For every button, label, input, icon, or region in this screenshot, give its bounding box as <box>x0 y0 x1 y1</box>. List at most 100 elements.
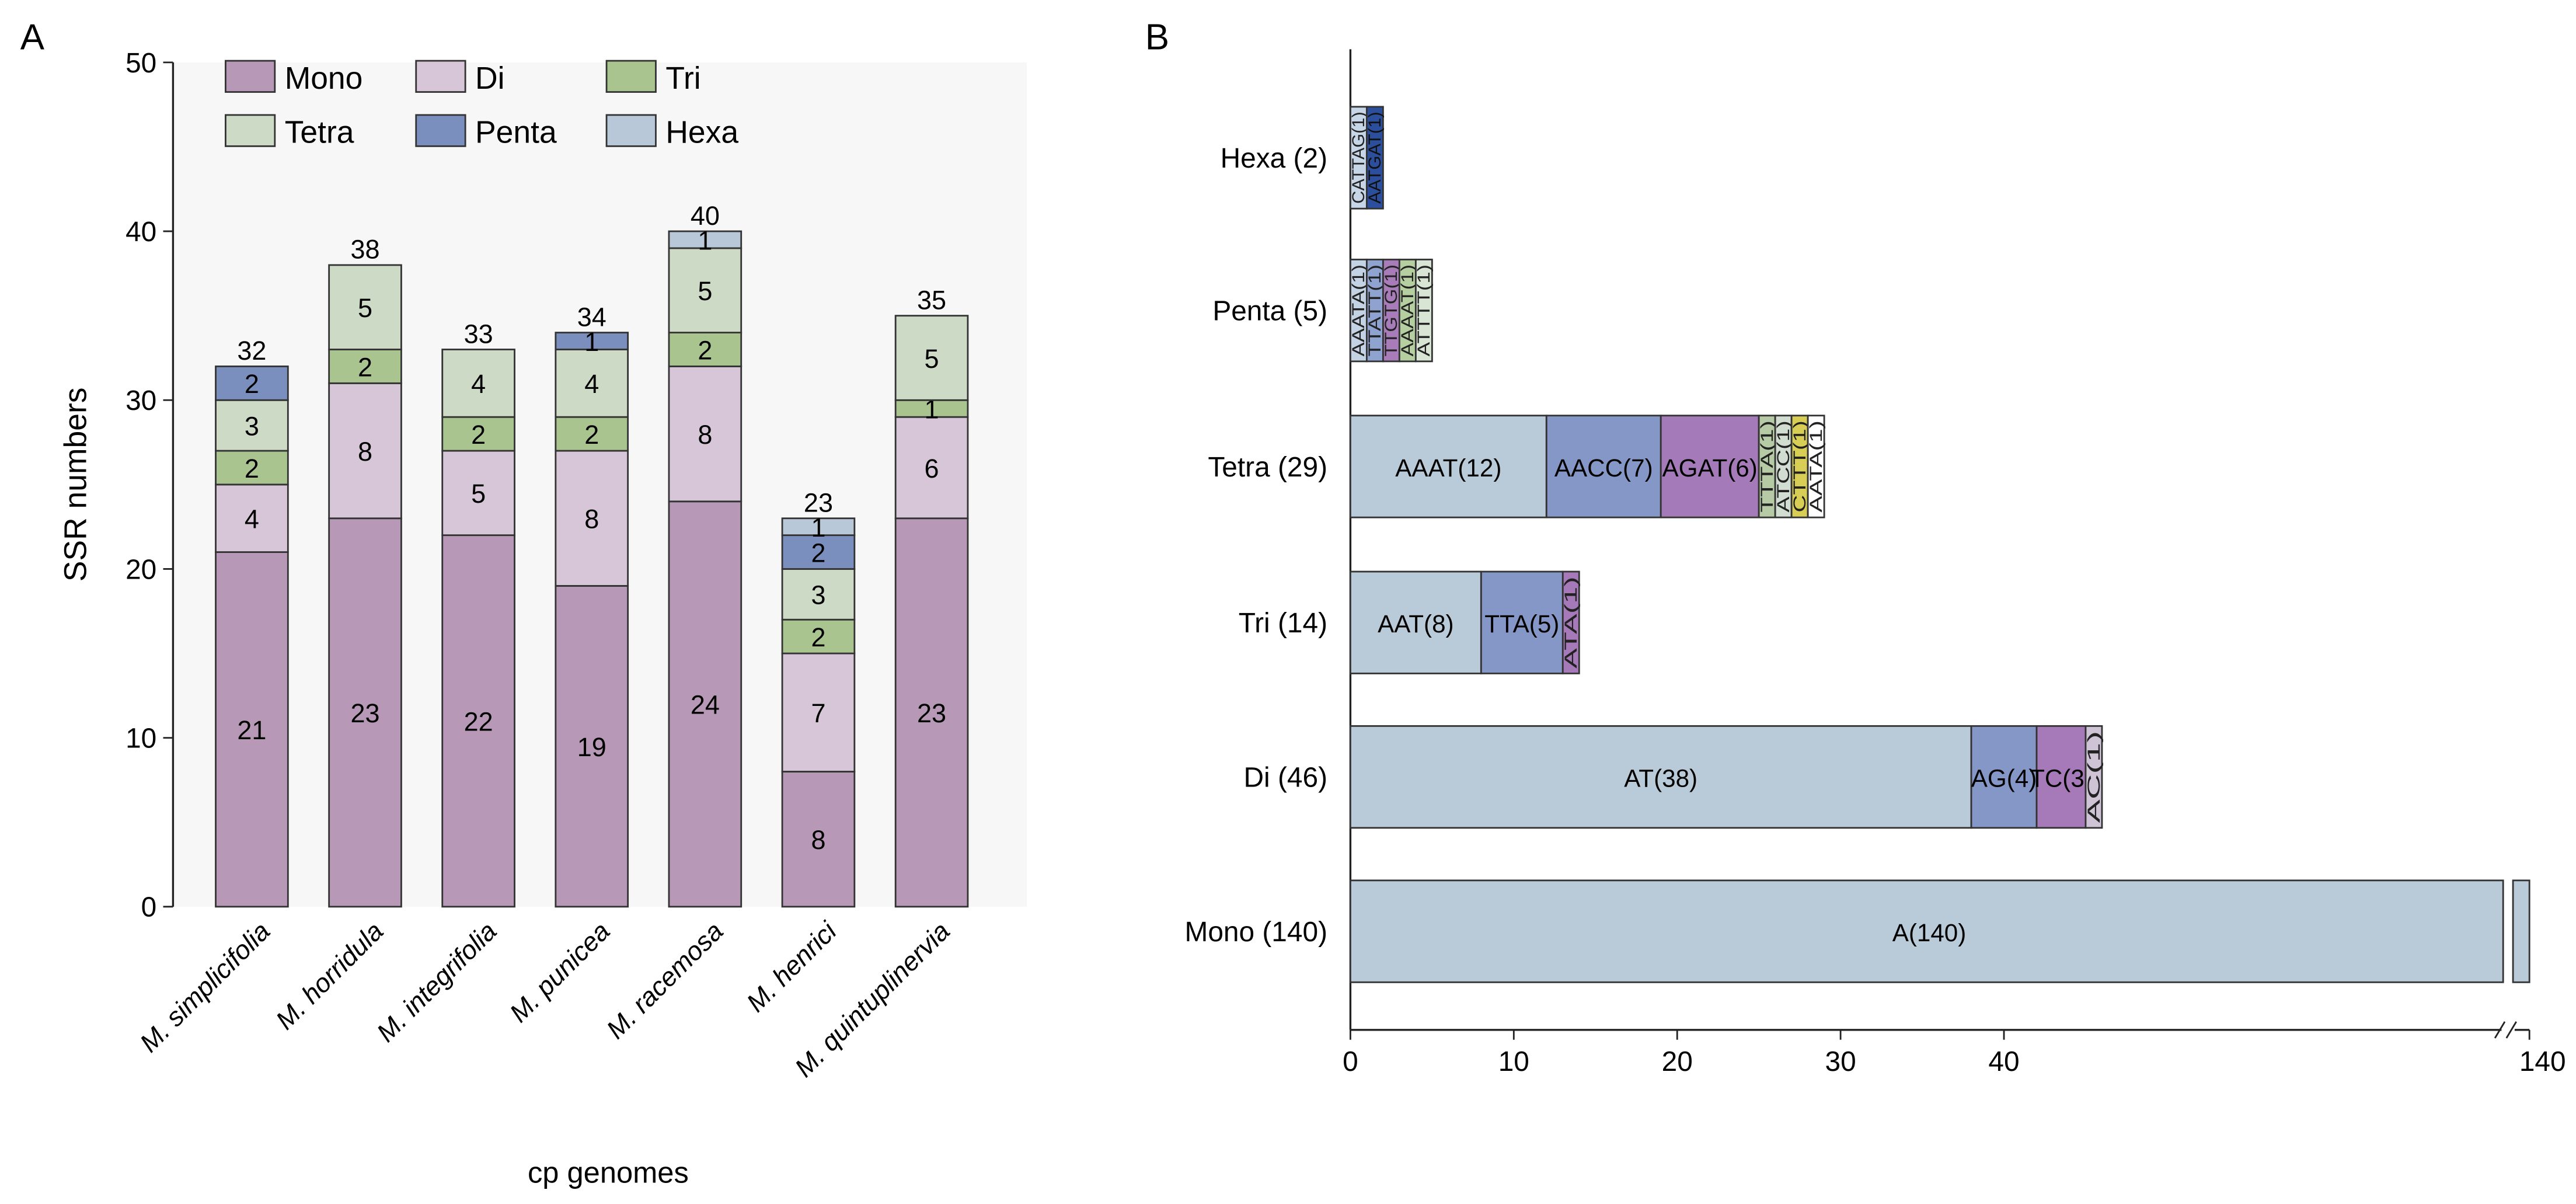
bar-value-label: 7 <box>811 698 825 728</box>
segment-label: TTATT(1) <box>1365 265 1385 357</box>
bar-segment <box>1758 415 1776 519</box>
bar-segment <box>1349 725 1972 829</box>
segment-label: ATTTT(1) <box>1414 265 1434 357</box>
x-axis-title: cp genomes <box>528 1156 689 1189</box>
bar-segment-tri <box>555 416 629 452</box>
panel-label-a: A <box>20 17 45 57</box>
bar-segment-hexa <box>668 230 743 249</box>
bar-segment <box>1545 415 1662 519</box>
bar-segment-tri <box>215 450 289 486</box>
row-label: Tetra (29) <box>1208 452 1327 483</box>
legend-swatch-di <box>415 60 466 93</box>
bar-segment-tetra <box>668 247 743 334</box>
segment-label: ATA(1) <box>1561 576 1581 669</box>
segment-label: AAT(8) <box>1378 610 1453 638</box>
bar-segment <box>1790 415 1809 519</box>
bar-total-label: 40 <box>691 201 720 231</box>
segment-label: AGAT(6) <box>1662 454 1758 482</box>
x-tick-label: 40 <box>1988 1046 2019 1077</box>
legend-label: Di <box>475 61 504 96</box>
y-tick-label: 40 <box>126 217 156 248</box>
bar-segment <box>1660 415 1760 519</box>
bar-value-label: 19 <box>577 732 606 762</box>
bar-value-label: 2 <box>698 335 712 365</box>
x-tick-label: M. henrici <box>741 915 843 1017</box>
legend-swatch-mono <box>225 60 276 93</box>
bar-segment <box>1365 106 1384 210</box>
bar-segment-di <box>668 366 743 503</box>
bar-value-label: 3 <box>245 412 259 441</box>
bar-value-label: 2 <box>358 352 372 382</box>
bar-value-label: 4 <box>471 369 486 399</box>
bar-segment <box>1349 415 1547 519</box>
chart-b: 0 10 20 30 40 140 Hexa (2) CATTAG(1)AATGAT(1) Pe… <box>1184 49 2566 1077</box>
row-label: Hexa (2) <box>1221 143 1327 174</box>
bar-segment-mono <box>441 534 515 908</box>
segment-label: AATGAT(1) <box>1365 112 1385 204</box>
bar-segment-tetra <box>215 399 289 452</box>
segment-label: TC(3) <box>2030 764 2093 792</box>
row-label: Di (46) <box>1244 762 1327 793</box>
bar-segment-di <box>894 416 969 520</box>
bar-total-label: 32 <box>237 336 266 366</box>
segment-label: AAAAT(1) <box>1398 265 1417 357</box>
bar-value-label: 8 <box>811 825 825 855</box>
bar-segment-di <box>781 652 856 772</box>
y-tick-label: 0 <box>141 892 157 923</box>
segment-label: AG(4) <box>1971 764 2037 792</box>
panel-label-b: B <box>1145 17 1169 57</box>
y-tick-label: 20 <box>126 554 156 585</box>
x-tick-label: 30 <box>1825 1046 1856 1077</box>
segment-label: TTTA(1) <box>1758 420 1777 513</box>
bar-value-label: 2 <box>245 454 259 483</box>
segment-label: A(140) <box>1892 919 1967 947</box>
bar-value-label: 1 <box>811 513 825 542</box>
bar-segment-penta <box>781 534 856 570</box>
bar-segment-penta <box>215 366 289 401</box>
bar-segment-tetra <box>441 349 515 418</box>
axis-break-mark <box>2494 1021 2517 1039</box>
bar-segment <box>1398 259 1417 363</box>
legend-label: Hexa <box>665 116 738 150</box>
segment-label: AT(38) <box>1624 764 1697 792</box>
bar-segment <box>1349 570 1482 674</box>
bar-value-label: 2 <box>245 369 259 399</box>
bar-segment <box>1414 259 1433 363</box>
legend-label: Penta <box>475 116 557 150</box>
bar-segment-di <box>441 450 515 537</box>
x-tick-label: M. integrifolia <box>371 916 502 1048</box>
bar-segment-mono <box>328 517 402 908</box>
legend-swatch-hexa <box>605 114 657 147</box>
bar-segment <box>1382 259 1400 363</box>
bar-value-label: 4 <box>584 369 599 399</box>
x-tick-label: M. racemosa <box>601 916 729 1045</box>
bar-segment-mono <box>894 517 969 908</box>
bar-segment <box>1480 570 1564 674</box>
bar-total-label: 34 <box>577 302 606 332</box>
segment-label: AC(1) <box>2084 731 2104 823</box>
x-tick-label: 20 <box>1662 1046 1693 1077</box>
bar-total-label: 33 <box>464 319 493 349</box>
segment-label: TTA(5) <box>1484 610 1559 638</box>
bar-value-label: 8 <box>584 504 599 534</box>
x-tick-label: M. punicea <box>504 916 616 1028</box>
bar-value-label: 21 <box>237 715 266 745</box>
bar-value-label: 23 <box>917 698 946 728</box>
bar-total-label: 35 <box>917 285 946 315</box>
x-tick-label: M. horridula <box>270 916 389 1035</box>
bar-value-label: 8 <box>698 420 712 450</box>
bar-value-label: 5 <box>698 276 712 306</box>
legend-swatch-penta <box>415 114 466 147</box>
y-tick-label: 30 <box>126 385 156 416</box>
y-tick-label: 50 <box>126 48 156 79</box>
bar-segment-hexa <box>781 517 856 537</box>
bar-value-label: 4 <box>245 504 259 534</box>
bar-segment-tri <box>441 416 515 452</box>
bar-segment <box>1561 570 1580 674</box>
segment-label: AAATA(1) <box>1349 265 1368 357</box>
bar-segment-tetra <box>555 349 629 418</box>
segment-label: CATTAG(1) <box>1349 112 1368 204</box>
segment-label: AATA(1) <box>1807 420 1826 513</box>
